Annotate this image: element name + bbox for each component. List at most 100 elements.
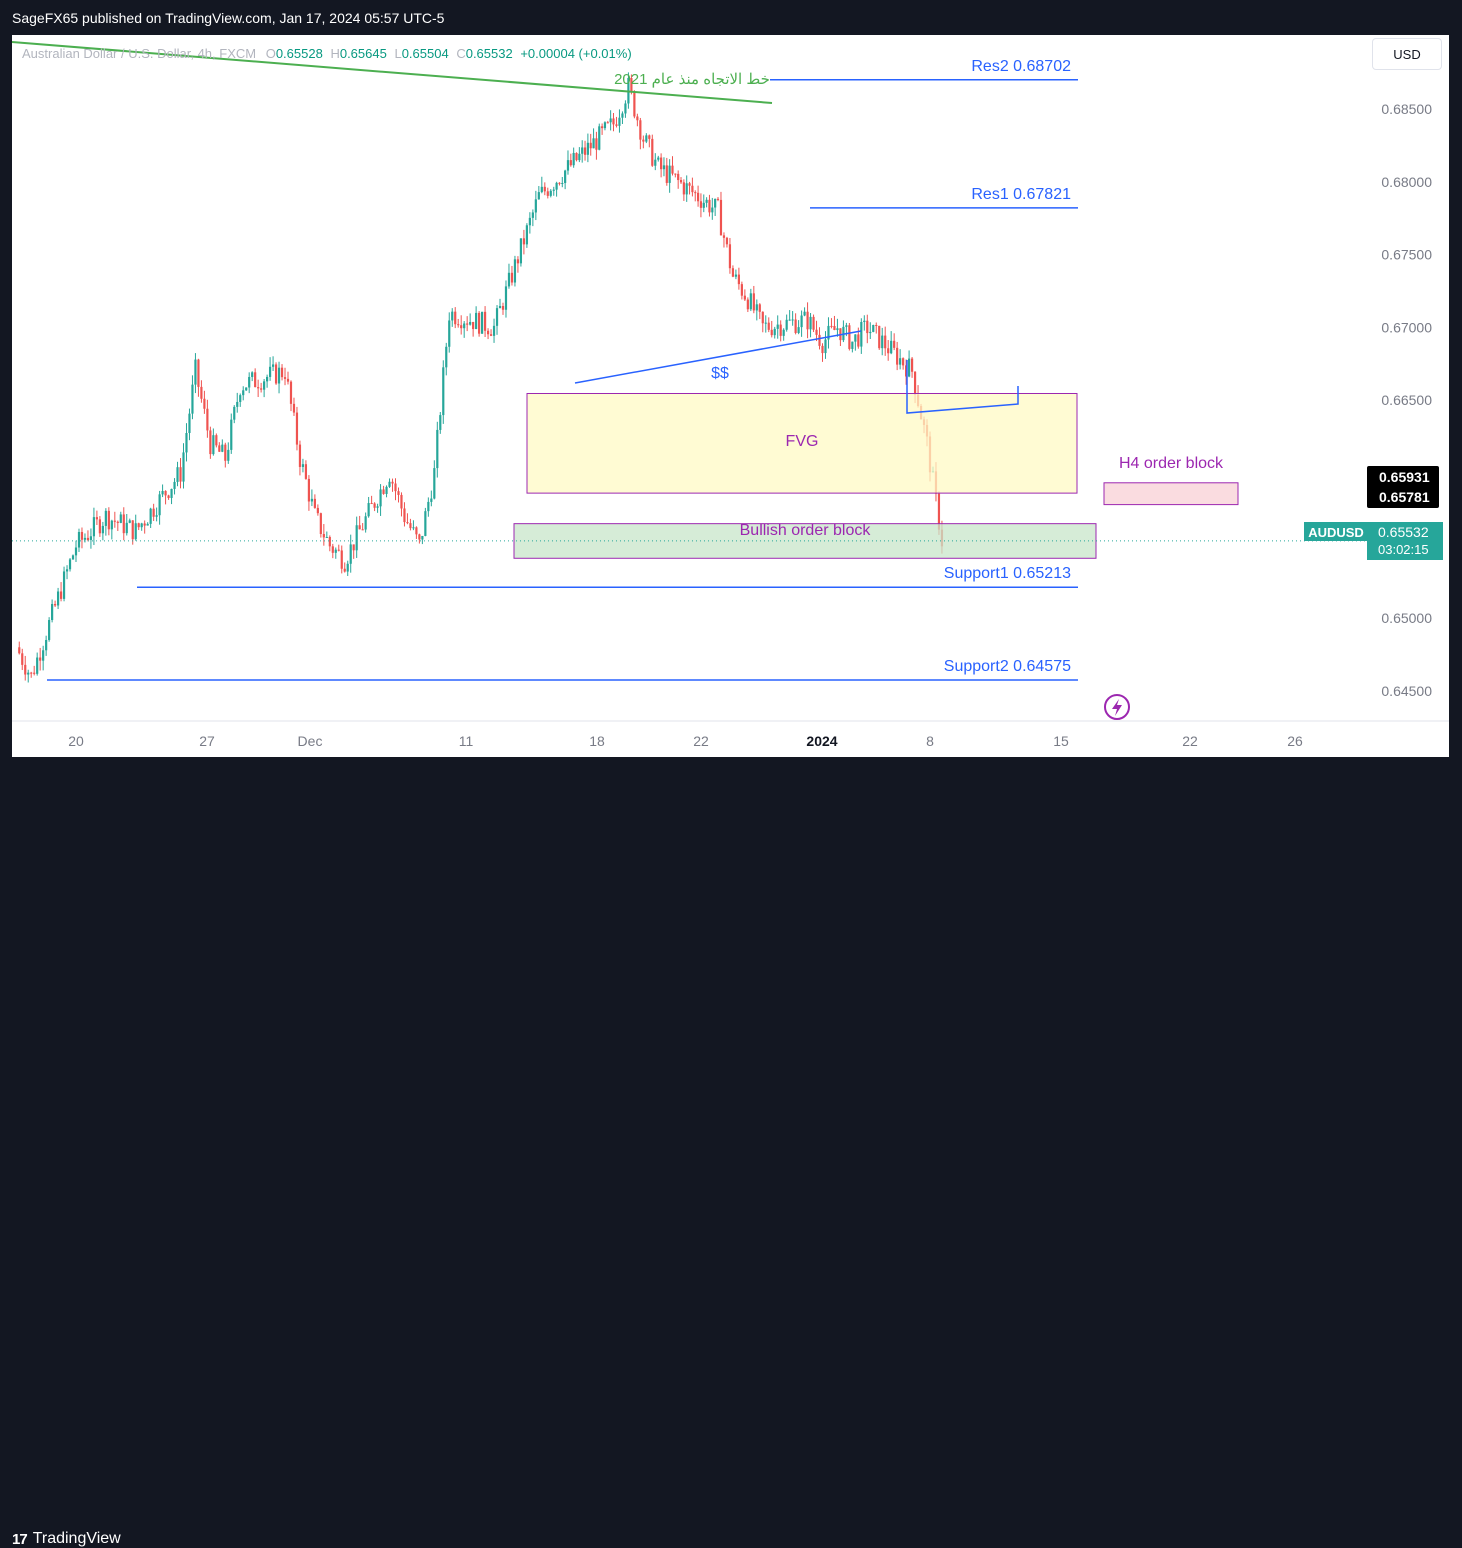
candle-body [492, 325, 496, 336]
candle-body [525, 225, 528, 245]
y-tick: 0.67500 [1381, 247, 1432, 263]
candle-body [400, 494, 403, 509]
candle-body [725, 237, 729, 245]
liquidity-line-2 [906, 360, 1019, 414]
candle-body [612, 118, 615, 125]
candle-body [806, 311, 809, 330]
candle-body [304, 464, 308, 479]
top-bar: SageFX65 published on TradingView.com, J… [0, 0, 1462, 36]
candle-body [609, 118, 612, 123]
candle-body [803, 311, 806, 316]
candle-body [131, 520, 134, 540]
candle-body [266, 376, 269, 382]
candle-body [657, 157, 660, 160]
candle-body [791, 319, 794, 321]
candle-body [734, 274, 738, 277]
candle-body [36, 657, 39, 674]
legend-close: 0.65532 [465, 46, 513, 61]
candle-body [782, 329, 785, 336]
candle-body [572, 152, 575, 166]
candle-body [618, 117, 621, 126]
candle-body [578, 153, 581, 161]
candle-body [77, 531, 81, 548]
candle-body [601, 126, 604, 129]
candle-body [260, 388, 263, 390]
legend-high: 0.65645 [339, 46, 387, 61]
candle-body [83, 537, 87, 540]
candle-body [606, 122, 609, 124]
candle-body [203, 398, 206, 409]
candle-body [761, 311, 764, 324]
candle-body [331, 546, 334, 553]
candle-body [737, 274, 740, 285]
candle-body [233, 406, 236, 420]
candle-body [182, 452, 185, 482]
legend-symbol: Australian Dollar / U.S. Dollar, 4h, FXC… [22, 46, 257, 61]
candle-body [549, 190, 552, 196]
candle-body [385, 486, 388, 494]
candle-body [489, 334, 493, 336]
candle-body [454, 311, 457, 325]
legend-open: 0.65528 [275, 46, 323, 61]
candle-body [848, 325, 851, 349]
candle-body [298, 444, 302, 467]
candle-body [537, 192, 540, 200]
candle-body [221, 444, 224, 452]
candle-body [555, 182, 558, 190]
candle-body [370, 503, 373, 505]
candle-body [827, 325, 830, 340]
candle-body [442, 367, 445, 416]
candle-body [507, 272, 511, 287]
candle-body [743, 295, 746, 300]
candle-body [397, 491, 400, 495]
candle-body [716, 198, 720, 200]
candle-body [18, 647, 21, 654]
tradingview-logo[interactable]: 17 TradingView [12, 1530, 121, 1548]
candle-body [592, 138, 595, 149]
candle-body [773, 328, 776, 336]
fvg-label: FVG [786, 433, 819, 450]
currency-button[interactable]: USD [1372, 38, 1442, 70]
candle-body [158, 494, 161, 516]
candle-body [119, 514, 122, 523]
candle-body [212, 435, 215, 455]
candle-body [352, 544, 355, 551]
candle-body [662, 165, 666, 170]
candle-body [56, 591, 60, 606]
candle-body [833, 326, 836, 331]
candle-body [110, 520, 113, 530]
candle-body [845, 325, 848, 327]
x-tick: 26 [1287, 733, 1303, 749]
candle-body [30, 672, 33, 674]
candle-body [902, 358, 905, 366]
candle-body [51, 603, 54, 621]
legend-high-label: H [330, 46, 340, 61]
x-tick: 22 [693, 733, 709, 749]
candle-body [863, 320, 866, 322]
alert-icon [1104, 694, 1130, 720]
candle-body [358, 525, 361, 530]
candle-body [65, 569, 69, 572]
candle-body [722, 235, 726, 238]
candle-body [896, 347, 899, 365]
candle-body [540, 186, 543, 193]
candle-body [719, 199, 723, 236]
candle-body [463, 323, 466, 329]
candle-body [501, 306, 505, 310]
candle-body [137, 523, 140, 528]
x-tick: 8 [926, 733, 934, 749]
candle-body [116, 521, 119, 523]
candle-body [714, 198, 717, 208]
y-tick: 0.66500 [1381, 392, 1432, 408]
candle-body [630, 78, 633, 92]
candle-body [409, 523, 412, 529]
x-tick: 27 [199, 733, 215, 749]
candle-body [283, 377, 287, 379]
candle-body [24, 664, 27, 675]
candle-body [598, 126, 601, 150]
candle-body [770, 329, 773, 336]
candle-body [227, 449, 230, 461]
candle-body [800, 315, 803, 328]
candle-body [86, 537, 90, 540]
candle-body [45, 639, 48, 651]
